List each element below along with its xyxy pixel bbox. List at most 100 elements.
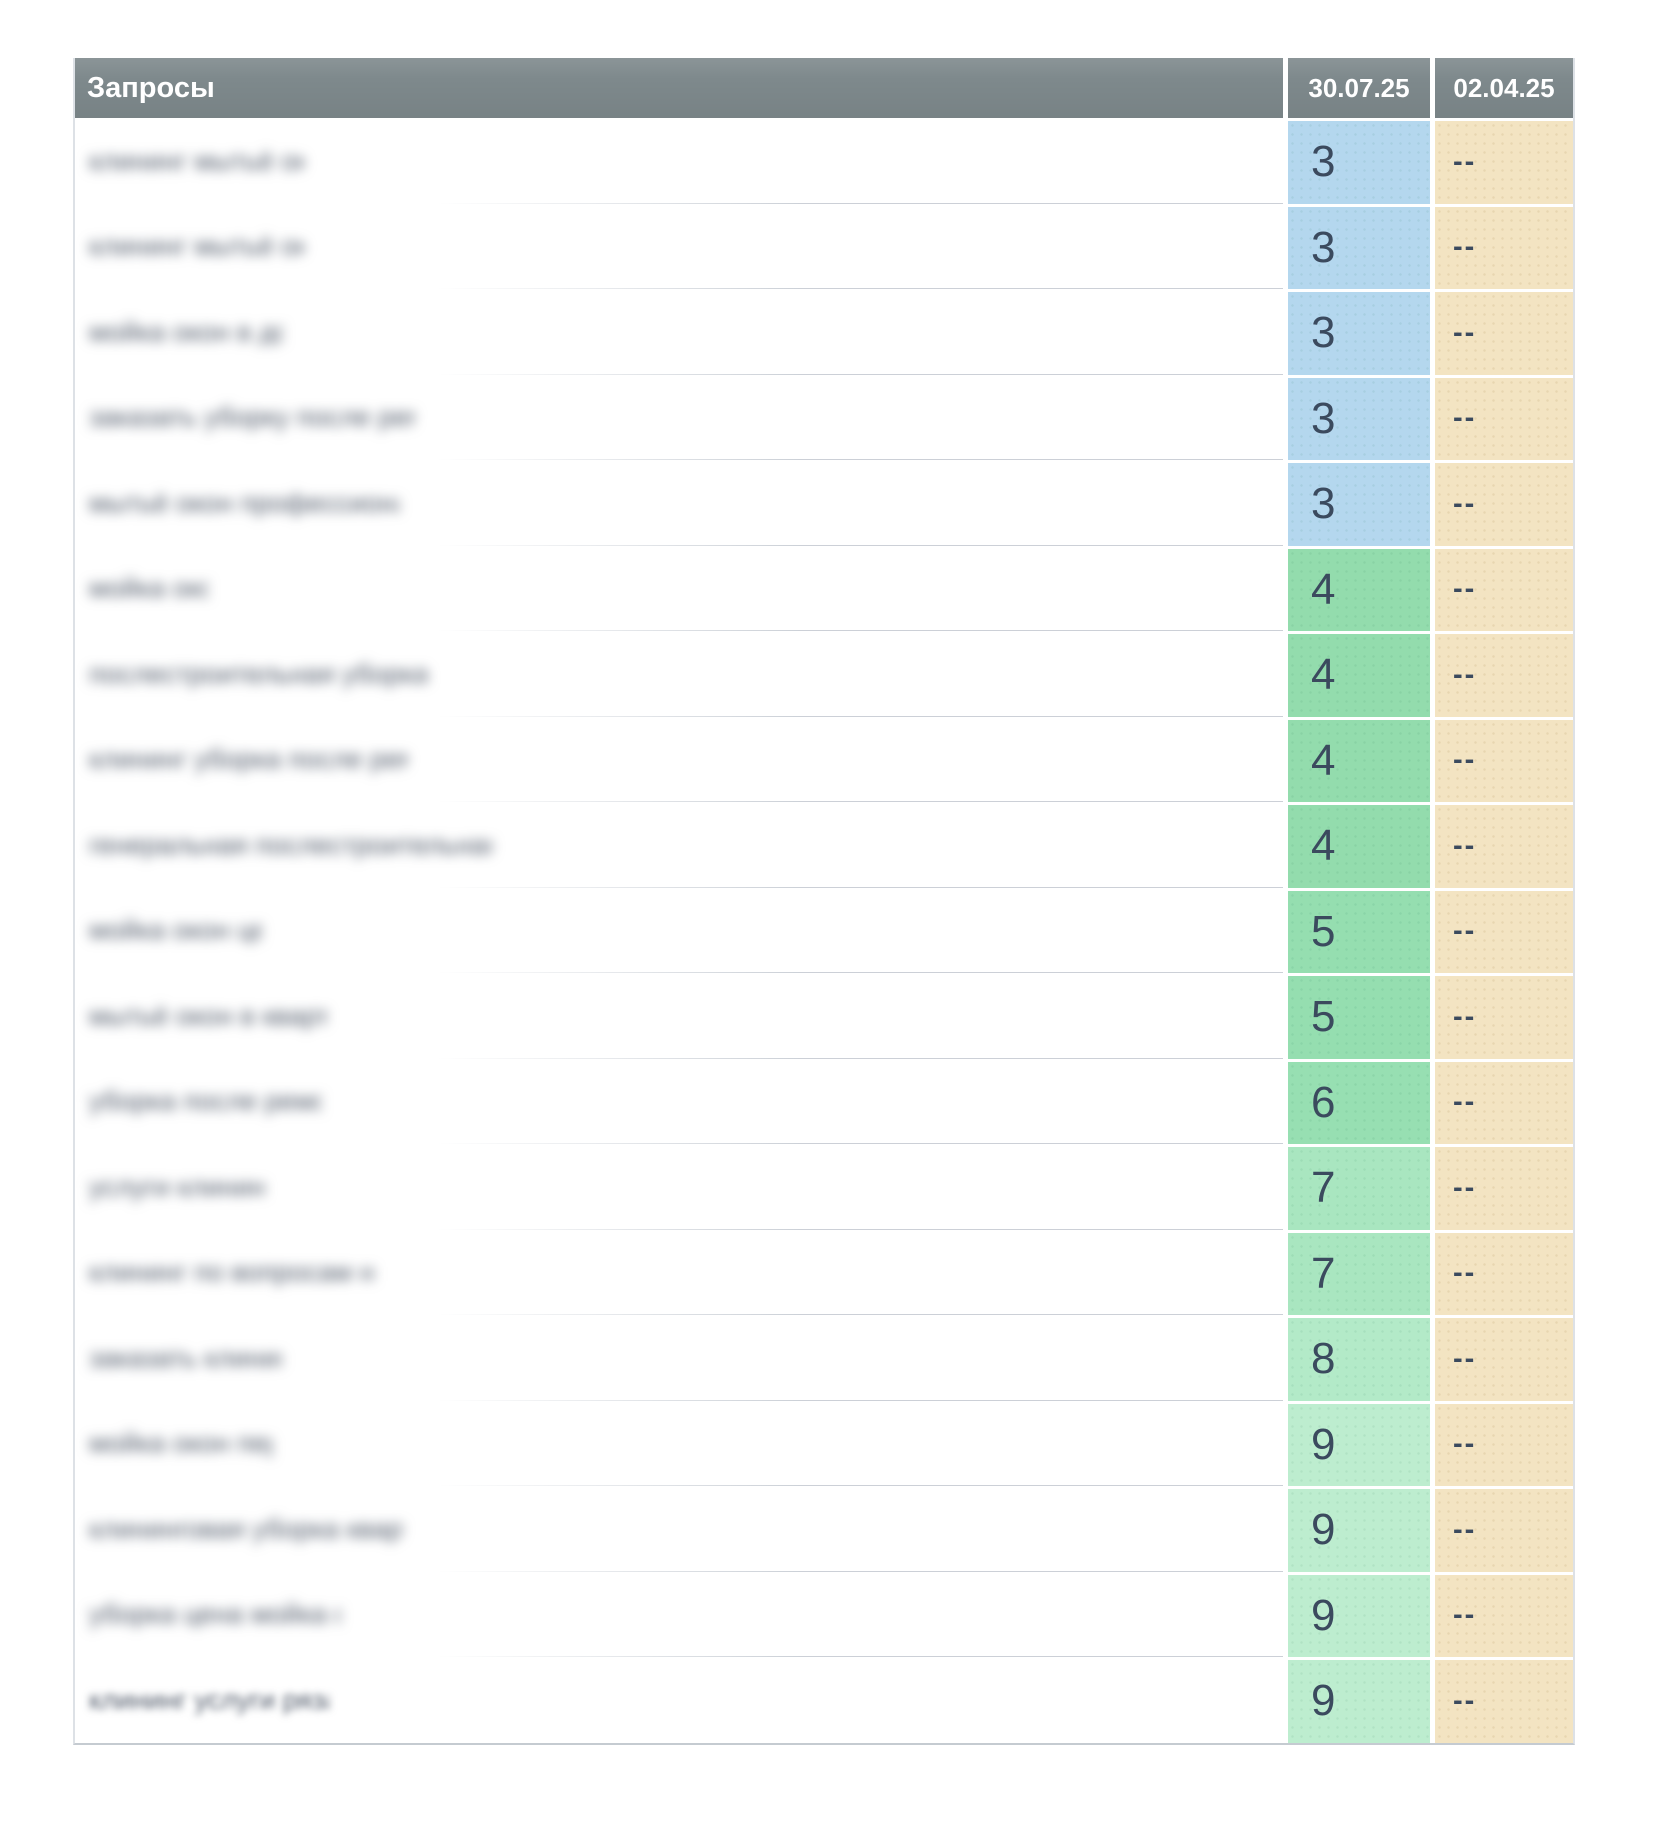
query-cell: клининг уборка после ремонта <box>75 716 1283 802</box>
query-row: клининг мытьё окна 3 -- <box>75 203 1573 289</box>
query-masked-text: мойка окон цена <box>89 915 262 946</box>
query-row: клининг услуги рязань 9 -- <box>75 1657 1573 1743</box>
previous-position-cell: -- <box>1435 802 1573 888</box>
position-cell: 3 <box>1288 203 1430 289</box>
previous-position-cell: -- <box>1435 545 1573 631</box>
position-value: 7 <box>1311 1248 1336 1298</box>
previous-position-cell: -- <box>1435 460 1573 546</box>
position-cell: 8 <box>1288 1315 1430 1401</box>
column-gap <box>1430 631 1435 717</box>
position-cell: 7 <box>1288 1144 1430 1230</box>
query-masked-text: уборка после ремонта <box>89 1086 322 1117</box>
previous-position-value: -- <box>1453 1086 1477 1119</box>
column-gap <box>1430 545 1435 631</box>
previous-position-cell: -- <box>1435 289 1573 375</box>
query-cell: генеральная послестроительная уборка <box>75 802 1283 888</box>
position-cell: 5 <box>1288 973 1430 1059</box>
position-value: 5 <box>1311 906 1336 956</box>
position-cell: 5 <box>1288 887 1430 973</box>
position-cell: 3 <box>1288 374 1430 460</box>
column-gap <box>1430 1315 1435 1401</box>
query-row: заказать клининг 8 -- <box>75 1315 1573 1401</box>
query-row: мытьё окон в квартире 5 -- <box>75 973 1573 1059</box>
previous-position-cell: -- <box>1435 631 1573 717</box>
position-value: 9 <box>1311 1505 1336 1555</box>
column-gap <box>1430 1229 1435 1315</box>
query-masked-text: услуги клининга <box>89 1171 264 1202</box>
query-row: генеральная послестроительная уборка 4 -… <box>75 802 1573 888</box>
query-row: мойка окон в доме 3 -- <box>75 289 1573 375</box>
previous-position-cell: -- <box>1435 1058 1573 1144</box>
previous-position-cell: -- <box>1435 203 1573 289</box>
previous-position-value: -- <box>1453 915 1477 948</box>
column-gap <box>1283 118 1288 204</box>
column-gap <box>1430 887 1435 973</box>
query-cell: мытьё окон профессионально <box>75 460 1283 546</box>
query-cell: заказать уборку после ремонта <box>75 374 1283 460</box>
date-header-cell-current: 30.07.25 <box>1288 58 1430 118</box>
position-value: 8 <box>1311 1334 1336 1384</box>
previous-position-value: -- <box>1453 1171 1477 1204</box>
position-value: 3 <box>1311 393 1336 443</box>
query-masked-text: послестроительная уборка цена <box>89 658 427 689</box>
position-value: 6 <box>1311 1077 1336 1127</box>
previous-position-cell: -- <box>1435 374 1573 460</box>
position-cell: 6 <box>1288 1058 1430 1144</box>
column-gap <box>1430 1400 1435 1486</box>
queries-header-label: Запросы <box>87 71 215 104</box>
position-cell: 9 <box>1288 1486 1430 1572</box>
query-cell: уборка после ремонта <box>75 1058 1283 1144</box>
position-cell: 4 <box>1288 631 1430 717</box>
column-gap <box>1430 1657 1435 1743</box>
query-cell: услуги клининга <box>75 1144 1283 1230</box>
previous-position-value: -- <box>1453 487 1477 520</box>
query-masked-text: клининг по вопросам на дом <box>89 1257 374 1288</box>
previous-position-value: -- <box>1453 829 1477 862</box>
query-cell: мойка окон <box>75 545 1283 631</box>
previous-position-value: -- <box>1453 1428 1477 1461</box>
position-value: 4 <box>1311 821 1336 871</box>
date-header-label: 30.07.25 <box>1308 72 1410 103</box>
query-cell: заказать клининг <box>75 1315 1283 1401</box>
column-gap <box>1283 887 1288 973</box>
column-gap <box>1283 631 1288 717</box>
previous-position-cell: -- <box>1435 118 1573 204</box>
position-value: 3 <box>1311 222 1336 272</box>
position-cell: 3 <box>1288 118 1430 204</box>
previous-position-value: -- <box>1453 145 1477 178</box>
query-masked-text: заказать клининг <box>89 1342 281 1373</box>
query-row: мойка окон 4 -- <box>75 545 1573 631</box>
previous-position-value: -- <box>1453 231 1477 264</box>
query-masked-text: мойка окон <box>89 573 209 604</box>
query-masked-text: мойка окон пермь <box>89 1428 271 1459</box>
position-value: 9 <box>1311 1419 1336 1469</box>
query-row: услуги клининга 7 -- <box>75 1144 1573 1230</box>
position-value: 5 <box>1311 992 1336 1042</box>
previous-position-cell: -- <box>1435 1486 1573 1572</box>
query-cell: мойка окон цена <box>75 887 1283 973</box>
query-row: мойка окон пермь 9 -- <box>75 1400 1573 1486</box>
position-cell: 9 <box>1288 1571 1430 1657</box>
column-gap <box>1283 1571 1288 1657</box>
previous-position-value: -- <box>1453 658 1477 691</box>
query-cell: мойка окон в доме <box>75 289 1283 375</box>
query-row: уборка после ремонта 6 -- <box>75 1058 1573 1144</box>
column-gap <box>1283 1400 1288 1486</box>
date-header-label: 02.04.25 <box>1453 72 1555 103</box>
column-gap <box>1430 973 1435 1059</box>
position-cell: 3 <box>1288 460 1430 546</box>
query-masked-text: мытьё окон в квартире <box>89 1000 327 1031</box>
previous-position-cell: -- <box>1435 1229 1573 1315</box>
column-gap <box>1430 716 1435 802</box>
table-header: Запросы 30.07.25 02.04.25 <box>75 58 1573 118</box>
queries-header-cell: Запросы <box>75 58 1283 118</box>
position-value: 4 <box>1311 564 1336 614</box>
query-masked-text: клининг мытьё окна <box>89 231 304 262</box>
column-gap <box>1430 58 1435 118</box>
column-gap <box>1430 802 1435 888</box>
column-gap <box>1283 545 1288 631</box>
column-gap <box>1430 118 1435 204</box>
previous-position-value: -- <box>1453 1257 1477 1290</box>
query-masked-text: клининговая уборка квартиры <box>89 1513 404 1544</box>
